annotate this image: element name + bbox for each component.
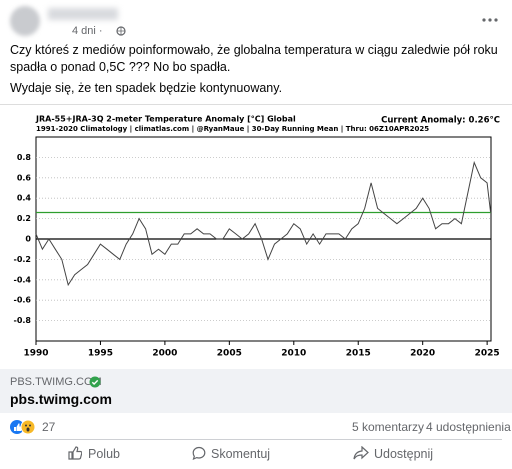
comment-button[interactable]: Skomentuj [211,447,271,461]
y-tick-label: 0.4 [17,194,32,203]
link-preview[interactable] [0,369,512,413]
post-text: Czy któreś z mediów poinformowało, że gl… [10,43,498,74]
author-name[interactable] [48,8,118,20]
x-tick-label: 1995 [88,349,113,359]
x-tick-label: 2025 [475,349,500,359]
x-tick-label: 2005 [217,349,242,359]
chart-title: JRA-55+JRA-3Q 2-meter Temperature Anomal… [35,115,296,124]
avatar[interactable] [10,6,40,36]
x-tick-label: 1990 [23,349,48,359]
y-tick-label: -0.6 [14,296,32,305]
like-icon [68,446,82,460]
y-tick-label: 0 [25,235,31,244]
x-tick-label: 2015 [346,349,371,359]
x-tick-label: 2010 [281,349,306,359]
current-anomaly: Current Anomaly: 0.26°C [381,116,500,126]
comment-count[interactable]: 5 komentarzy [352,420,425,434]
link-domain: PBS.TWIMG.COM [10,376,102,388]
reaction-icons[interactable] [9,419,39,435]
share-count[interactable]: 4 udostępnienia [426,420,511,434]
share-icon [353,446,369,460]
verified-icon [89,376,101,388]
y-tick-label: 0.2 [17,214,31,223]
globe-icon [116,26,126,36]
y-tick-label: -0.4 [14,275,32,284]
chart-image[interactable]: JRA-55+JRA-3Q 2-meter Temperature Anomal… [0,104,512,369]
x-tick-label: 2000 [152,349,177,359]
like-button[interactable]: Polub [88,447,120,461]
y-tick-label: -0.2 [14,255,32,264]
divider [10,439,502,440]
reaction-count[interactable]: 27 [42,420,56,434]
y-tick-label: -0.8 [14,316,32,325]
post-text: Wydaje się, że ten spadek będzie kontynu… [10,81,283,95]
y-tick-label: 0.8 [17,153,32,162]
post-time[interactable]: 4 dni · [72,25,103,37]
link-title: pbs.twimg.com [10,391,112,407]
more-button[interactable] [480,16,500,24]
y-tick-label: 0.6 [17,173,32,182]
chart-subtitle: 1991-2020 Climatology | climatlas.com | … [36,125,429,134]
data-line [35,160,492,287]
comment-icon [192,446,206,460]
share-button[interactable]: Udostępnij [374,447,434,461]
x-tick-label: 2020 [410,349,435,359]
